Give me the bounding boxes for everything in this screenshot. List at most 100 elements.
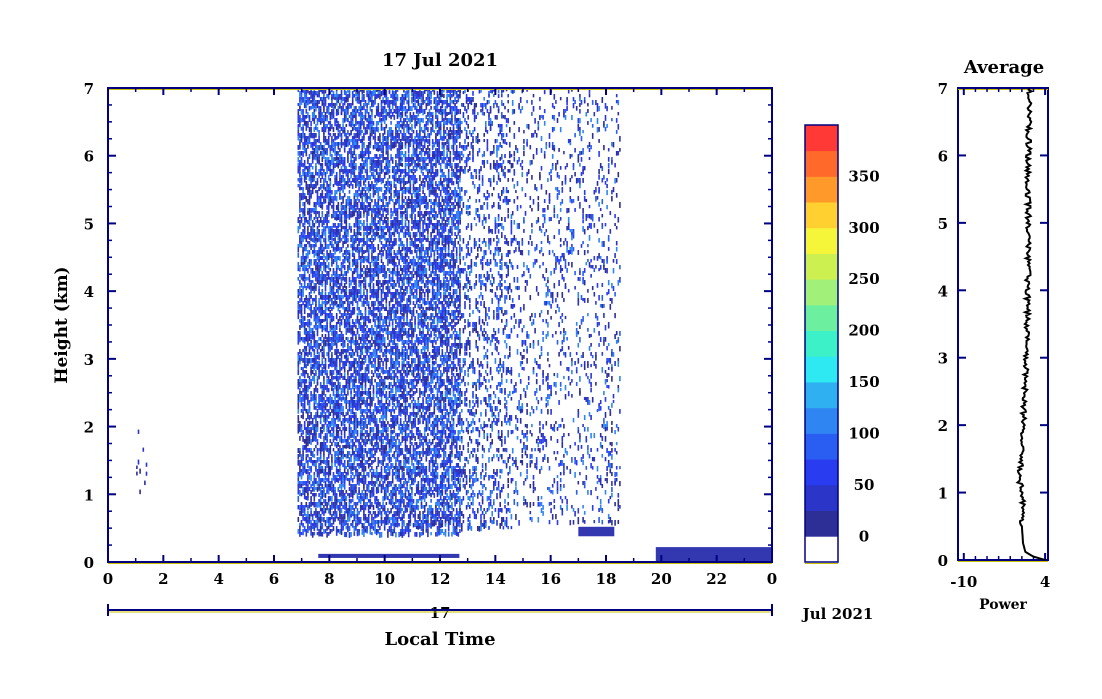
echo-cell <box>356 523 359 527</box>
echo-cell <box>379 217 381 223</box>
echo-cell <box>329 313 332 319</box>
echo-cell <box>350 463 352 467</box>
echo-cell <box>297 505 300 510</box>
echo-cell <box>353 322 356 328</box>
echo-cell <box>324 136 327 140</box>
echo-cell <box>334 94 336 99</box>
echo-cell <box>388 145 391 150</box>
echo-cell <box>339 304 341 309</box>
echo-cell <box>297 364 300 368</box>
echo-cell <box>390 247 392 251</box>
echo-cell <box>363 340 365 344</box>
echo-cell <box>388 115 391 119</box>
echo-cell <box>382 445 384 451</box>
echo-cell <box>303 325 306 330</box>
echo-cell <box>356 190 359 194</box>
echo-cell <box>387 151 389 155</box>
echo-cell <box>369 187 372 192</box>
echo-cell <box>331 355 333 361</box>
echo-cell <box>391 283 394 288</box>
echo-cell <box>337 400 340 406</box>
echo-cell <box>305 94 308 100</box>
echo-cell <box>390 115 392 120</box>
echo-cell <box>310 532 312 536</box>
echo-cell <box>316 139 319 143</box>
echo-cell <box>323 349 325 353</box>
echo-cell <box>323 379 325 384</box>
echo-cell <box>329 361 332 367</box>
echo-cell <box>334 151 336 156</box>
echo-cell <box>366 289 368 293</box>
echo-cell <box>383 376 386 381</box>
echo-cell <box>315 208 317 212</box>
echo-cell <box>334 211 336 215</box>
echo-cell <box>343 148 346 153</box>
echo-cell <box>380 154 383 158</box>
echo-cell <box>391 292 394 298</box>
echo-cell <box>345 298 348 302</box>
echo-cell <box>343 241 346 245</box>
echo-cell <box>318 259 320 263</box>
echo-cell <box>361 196 364 202</box>
echo-cell <box>343 319 346 325</box>
echo-cell <box>372 157 375 162</box>
echo-cell <box>364 286 367 290</box>
echo-cell <box>315 445 317 449</box>
echo-cell <box>385 487 388 492</box>
echo-cell <box>335 94 338 100</box>
echo-cell <box>377 256 380 261</box>
echo-cell <box>300 136 303 141</box>
echo-cell <box>367 463 370 469</box>
echo-cell <box>316 160 319 164</box>
echo-cell <box>345 358 348 363</box>
echo-cell <box>318 280 320 286</box>
echo-cell <box>335 100 338 106</box>
echo-cell <box>385 493 388 497</box>
echo-cell <box>302 256 304 261</box>
echo-cell <box>331 454 333 458</box>
echo-cell <box>326 448 328 453</box>
echo-cell <box>310 511 312 517</box>
echo-cell <box>327 490 330 495</box>
echo-cell <box>327 427 330 431</box>
echo-cell <box>351 403 354 409</box>
echo-cell <box>305 268 308 272</box>
echo-cell <box>375 427 378 432</box>
echo-cell <box>303 247 306 252</box>
echo-cell <box>382 430 384 435</box>
echo-cell <box>371 343 373 347</box>
echo-cell <box>391 169 394 174</box>
echo-cell <box>311 502 314 506</box>
echo-cell <box>359 190 362 194</box>
echo-cell <box>367 376 370 382</box>
echo-cell <box>319 145 322 151</box>
echo-cell <box>335 364 338 368</box>
echo-cell <box>331 157 333 162</box>
echo-cell <box>390 517 392 521</box>
echo-cell <box>374 322 376 328</box>
echo-cell <box>348 226 351 230</box>
echo-cell <box>382 505 384 510</box>
echo-cell <box>375 382 378 388</box>
echo-cell <box>385 187 388 191</box>
echo-cell <box>374 163 376 169</box>
echo-cell <box>356 250 359 254</box>
echo-cell <box>307 490 309 496</box>
echo-cell <box>316 532 319 536</box>
echo-cell <box>340 154 343 160</box>
echo-cell <box>347 388 349 392</box>
echo-cell <box>332 424 335 430</box>
echo-cell <box>331 199 333 204</box>
echo-cell <box>359 226 362 231</box>
echo-cell <box>339 502 341 507</box>
echo-cell <box>380 511 383 516</box>
echo-cell <box>374 355 376 361</box>
echo-cell <box>342 514 344 518</box>
echo-cell <box>369 160 372 166</box>
echo-cell <box>358 325 360 329</box>
echo-cell <box>388 439 391 445</box>
echo-cell <box>332 157 335 163</box>
echo-cell <box>332 148 335 153</box>
echo-cell <box>361 187 364 192</box>
echo-cell <box>329 358 332 362</box>
